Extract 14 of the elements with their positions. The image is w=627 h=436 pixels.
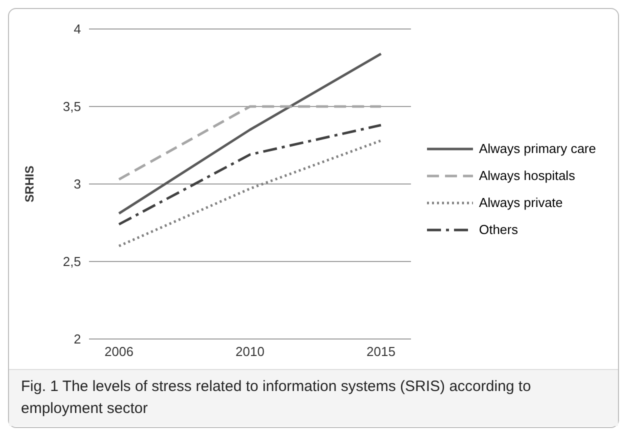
legend-label: Always private xyxy=(478,195,563,210)
y-tick-label: 3,5 xyxy=(62,99,81,114)
x-tick-label: 2006 xyxy=(104,344,134,360)
caption: Fig. 1 The levels of stress related to information systems (SRIS) according to employment sector xyxy=(21,377,532,419)
x-tick-label: 2010 xyxy=(236,344,264,360)
y-tick-label: 2 xyxy=(74,332,81,347)
y-axis-title: SRHIS xyxy=(22,166,36,202)
y-tick-label: 4 xyxy=(74,22,81,37)
legend-label: Others xyxy=(478,222,518,237)
x-tick-label: 2015 xyxy=(366,344,396,360)
legend-label: Always primary care xyxy=(478,141,596,156)
legend-label: Always hospitals xyxy=(478,168,576,183)
y-tick-label: 3 xyxy=(74,176,81,192)
y-tick-label: 2,5 xyxy=(62,254,81,270)
